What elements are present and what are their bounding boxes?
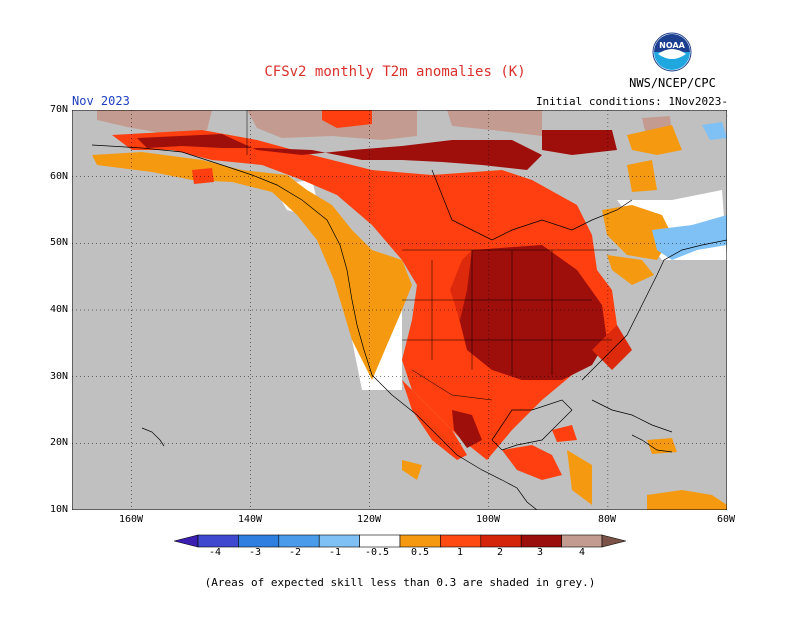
lon-label: 160W <box>118 514 144 525</box>
lat-label: 60N <box>49 171 68 182</box>
noaa-logo-icon: NOAA <box>652 32 692 72</box>
colorbar-label: -0.5 <box>364 547 390 558</box>
colorbar-segment <box>520 534 562 548</box>
lon-label: 100W <box>475 514 501 525</box>
noaa-logo-text: NOAA <box>659 41 685 50</box>
colorbar-segment <box>359 534 401 548</box>
colorbar-segment <box>399 534 441 548</box>
lon-label: 120W <box>356 514 382 525</box>
lat-label: 10N <box>49 504 68 515</box>
colorbar-label: -3 <box>248 547 262 558</box>
forecast-month-label: Nov 2023 <box>72 94 130 108</box>
agency-label: NWS/NCEP/CPC <box>629 76 716 90</box>
lat-label: 70N <box>49 104 68 115</box>
lon-label: 80W <box>597 514 617 525</box>
colorbar-segment <box>238 534 280 548</box>
coastlines <box>91 144 727 510</box>
colorbar-arrow-low <box>174 534 199 548</box>
colorbar <box>174 534 626 548</box>
colorbar-label: -4 <box>208 547 222 558</box>
colorbar-segment <box>318 534 360 548</box>
grid-lines <box>72 110 727 510</box>
light-blue-region <box>652 122 727 260</box>
colorbar-arrow-high <box>601 534 626 548</box>
red-orange-region <box>112 110 617 480</box>
map-title: CFSv2 monthly T2m anomalies (K) <box>264 64 526 80</box>
colorbar-label: -1 <box>328 547 342 558</box>
lon-label: 140W <box>237 514 263 525</box>
colorbar-segment <box>440 534 482 548</box>
dark-red-region <box>137 130 617 448</box>
colorbar-segment <box>561 534 603 548</box>
colorbar-label: 0.5 <box>410 547 430 558</box>
lon-label: 60W <box>716 514 736 525</box>
colorbar-label: 1 <box>456 547 464 558</box>
colorbar-segment <box>197 534 239 548</box>
lat-label: 30N <box>49 371 68 382</box>
colorbar-segment <box>278 534 320 548</box>
orange-region <box>92 125 727 510</box>
colorbar-label: 3 <box>536 547 544 558</box>
lat-label: 40N <box>49 304 68 315</box>
footnote: (Areas of expected skill less than 0.3 a… <box>204 576 596 589</box>
lat-label: 50N <box>49 237 68 248</box>
colorbar-label: 4 <box>578 547 586 558</box>
political-borders <box>246 110 617 401</box>
colorbar-segment <box>480 534 522 548</box>
red-region <box>450 250 632 370</box>
anomaly-map <box>72 110 727 510</box>
colorbar-label: -2 <box>288 547 302 558</box>
lat-label: 20N <box>49 437 68 448</box>
colorbar-label: 2 <box>496 547 504 558</box>
